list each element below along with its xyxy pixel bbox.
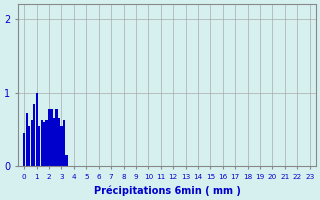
Bar	[45, 120, 48, 166]
Bar	[41, 120, 43, 166]
Bar	[53, 118, 55, 166]
Bar	[43, 122, 45, 166]
Bar	[31, 120, 33, 166]
Bar	[48, 109, 50, 166]
Bar	[58, 118, 60, 166]
Bar	[60, 126, 63, 166]
X-axis label: Précipitations 6min ( mm ): Précipitations 6min ( mm )	[93, 185, 240, 196]
Bar	[26, 113, 28, 166]
Bar	[38, 126, 40, 166]
Bar	[51, 109, 53, 166]
Bar	[63, 120, 65, 166]
Bar	[55, 109, 58, 166]
Bar	[65, 155, 68, 166]
Bar	[36, 93, 38, 166]
Bar	[33, 104, 35, 166]
Bar	[28, 126, 30, 166]
Bar	[23, 133, 25, 166]
